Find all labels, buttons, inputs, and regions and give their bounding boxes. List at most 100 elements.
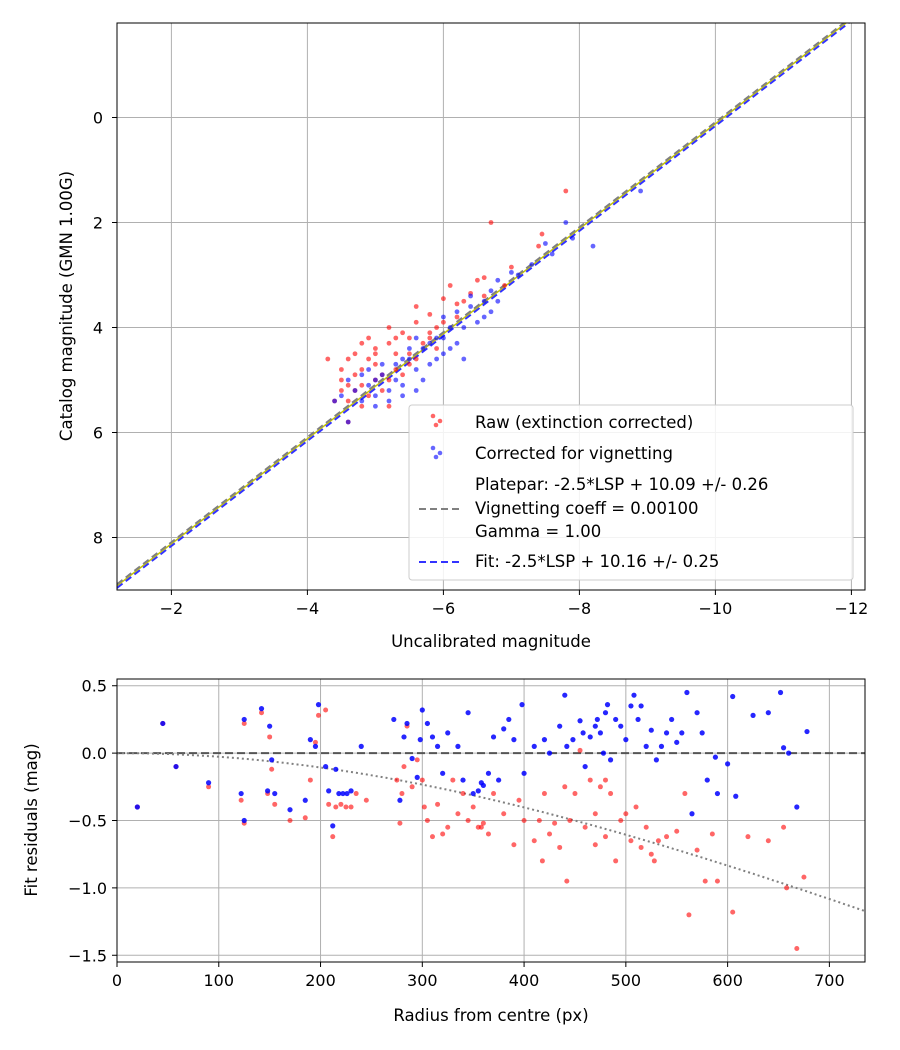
raw-residual-point xyxy=(421,804,427,810)
raw-point xyxy=(393,351,399,357)
corrected-residual-point xyxy=(307,737,313,743)
raw-residual-point xyxy=(577,747,583,753)
bottom-y-tick-label: −1.0 xyxy=(68,879,107,898)
legend-corrected-marker xyxy=(430,445,443,460)
legend-platepar-line1: Platepar: -2.5*LSP + 10.09 +/- 0.26 xyxy=(475,475,768,494)
raw-residual-point xyxy=(460,791,466,797)
corrected-residual-point xyxy=(401,734,407,740)
corrected-point xyxy=(475,319,480,325)
raw-residual-point xyxy=(343,804,349,810)
raw-residual-point xyxy=(714,878,720,884)
corrected-point xyxy=(461,356,467,362)
top-scatter xyxy=(325,188,643,425)
raw-residual-point xyxy=(478,824,484,830)
bottom-x-tick-label: 700 xyxy=(814,971,845,990)
corrected-point xyxy=(420,346,426,351)
bottom-x-tick-label: 500 xyxy=(611,971,642,990)
raw-point xyxy=(407,361,412,367)
corrected-residual-point xyxy=(519,702,525,708)
corrected-residual-point xyxy=(694,710,700,716)
raw-residual-point xyxy=(465,818,471,823)
raw-point xyxy=(488,220,494,225)
corrected-residual-point xyxy=(475,788,481,794)
corrected-point xyxy=(495,277,501,283)
corrected-residual-point xyxy=(336,790,342,797)
raw-residual-point xyxy=(651,858,657,864)
top-y-tick-label: 8 xyxy=(93,529,103,548)
corrected-point xyxy=(373,393,378,399)
raw-residual-point xyxy=(592,811,598,817)
raw-residual-point xyxy=(587,777,593,783)
corrected-point xyxy=(638,188,643,194)
legend-box xyxy=(408,404,854,581)
corrected-residual-point xyxy=(323,763,329,770)
raw-point xyxy=(345,398,351,404)
raw-residual-point xyxy=(539,858,545,864)
corrected-point xyxy=(447,325,453,330)
corrected-residual-point xyxy=(648,727,654,733)
raw-residual-point xyxy=(784,885,790,891)
corrected-residual-point xyxy=(570,737,576,743)
corrected-point xyxy=(488,288,494,294)
corrected-point xyxy=(549,251,555,257)
raw-residual-point xyxy=(674,828,680,834)
top-legend: Raw (extinction corrected) Corrected for… xyxy=(408,404,854,581)
raw-residual-point xyxy=(312,739,318,745)
top-y-tick-label: 0 xyxy=(93,109,103,128)
raw-residual-point xyxy=(794,946,800,952)
raw-point xyxy=(345,356,351,362)
raw-point xyxy=(352,351,358,357)
corrected-point xyxy=(481,298,487,304)
corrected-point xyxy=(339,393,344,399)
raw-residual-point xyxy=(602,777,608,783)
raw-point xyxy=(509,264,514,270)
corrected-point xyxy=(434,335,439,341)
raw-residual-point xyxy=(730,909,736,915)
raw-residual-point xyxy=(648,851,654,857)
bottom-x-tick-label: 100 xyxy=(203,971,234,990)
corrected-residual-point xyxy=(445,730,451,736)
raw-point xyxy=(373,361,378,367)
corrected-point xyxy=(332,398,337,404)
raw-point xyxy=(481,275,487,281)
bottom-x-tick-label: 200 xyxy=(305,971,336,990)
corrected-residual-point xyxy=(417,737,423,743)
raw-residual-point xyxy=(664,834,670,840)
corrected-residual-point xyxy=(238,790,244,797)
corrected-residual-point xyxy=(628,703,634,709)
corrected-residual-point xyxy=(597,730,604,736)
corrected-residual-point xyxy=(490,734,497,740)
bottom-y-axis-label: Fit residuals (mag) xyxy=(22,743,41,896)
raw-residual-point xyxy=(302,815,308,821)
corrected-residual-point xyxy=(577,718,583,724)
corrected-residual-point xyxy=(315,702,322,708)
corrected-point xyxy=(468,293,473,299)
corrected-point xyxy=(447,346,453,351)
corrected-residual-point xyxy=(241,716,247,723)
corrected-residual-point xyxy=(704,777,710,783)
corrected-residual-point xyxy=(506,716,512,723)
top-x-tick-label: −4 xyxy=(296,599,320,618)
raw-residual-point xyxy=(597,784,603,790)
corrected-residual-point xyxy=(465,710,471,716)
corrected-residual-point xyxy=(777,689,784,696)
corrected-point xyxy=(495,298,501,304)
corrected-residual-point xyxy=(613,716,619,723)
raw-point xyxy=(447,283,453,288)
raw-residual-point xyxy=(572,791,578,797)
corrected-residual-point xyxy=(340,790,346,797)
corrected-residual-point xyxy=(653,757,659,763)
raw-residual-point xyxy=(602,834,608,840)
raw-residual-point xyxy=(613,858,619,864)
raw-residual-point xyxy=(686,912,692,918)
legend-corrected-label: Corrected for vignetting xyxy=(475,444,673,463)
corrected-point xyxy=(400,393,405,399)
bottom-y-tick-label: −1.5 xyxy=(68,946,107,965)
corrected-residual-point xyxy=(594,716,600,723)
corrected-residual-point xyxy=(804,728,810,735)
corrected-residual-point xyxy=(765,710,771,716)
corrected-point xyxy=(454,340,460,346)
corrected-residual-point xyxy=(265,788,271,794)
raw-point xyxy=(427,311,433,317)
corrected-residual-point xyxy=(485,770,492,776)
